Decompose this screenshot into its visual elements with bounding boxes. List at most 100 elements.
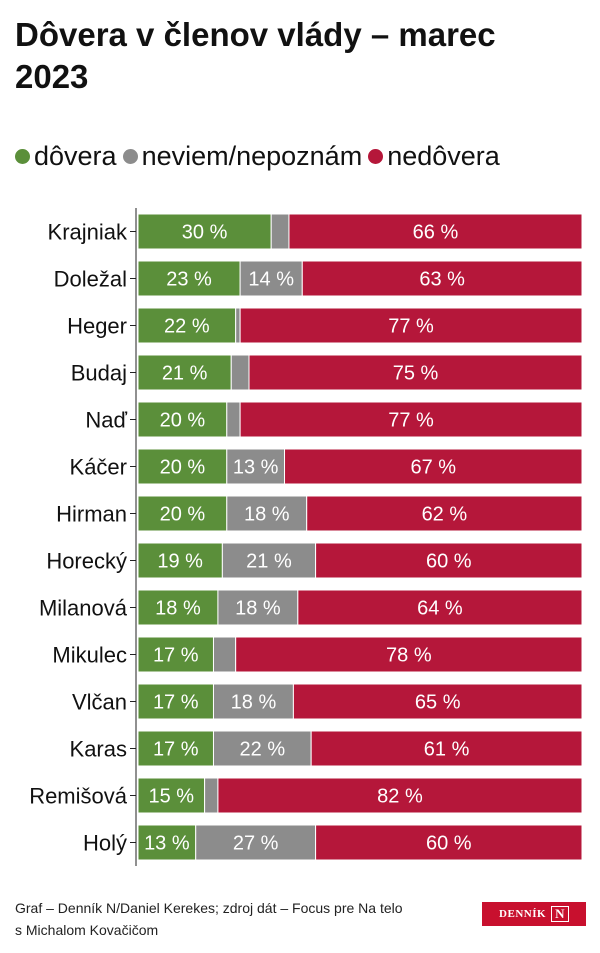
- data-label-heger-nedovera: 77 %: [388, 316, 434, 338]
- legend-item-dovera: dôvera: [15, 140, 117, 172]
- data-label-nad-nedovera: 77 %: [388, 410, 434, 432]
- bar-krajniak-neviem-nepoznam: [270, 213, 290, 250]
- data-label-mikulec-dovera: 17 %: [153, 645, 199, 667]
- dennik-n-logo: DENNÍK N: [482, 902, 586, 926]
- data-label-milanova-dovera: 18 %: [155, 598, 201, 620]
- y-tick-label-mikulec: Mikulec: [52, 643, 127, 668]
- y-tick-label-karas: Karas: [70, 737, 127, 762]
- bar-mikulec-dovera: [137, 636, 214, 673]
- data-label-remisova-dovera: 15 %: [149, 786, 195, 808]
- data-label-horecky-dovera: 19 %: [157, 551, 203, 573]
- bar-kacer-neviem-nepoznam: [226, 448, 286, 485]
- data-label-heger-dovera: 22 %: [164, 316, 210, 338]
- data-label-karas-neviem-nepoznam: 22 %: [240, 739, 286, 761]
- bar-holy-nedovera: [315, 824, 583, 861]
- data-label-horecky-neviem-nepoznam: 21 %: [246, 551, 292, 573]
- data-label-kacer-nedovera: 67 %: [410, 457, 456, 479]
- bar-dolezal-nedovera: [301, 260, 583, 297]
- bar-nad-neviem-nepoznam: [226, 401, 241, 438]
- legend-label-dovera: dôvera: [34, 141, 117, 171]
- bar-kacer-nedovera: [284, 448, 583, 485]
- data-label-horecky-nedovera: 60 %: [426, 551, 472, 573]
- data-label-krajniak-nedovera: 66 %: [413, 222, 459, 244]
- bar-horecky-nedovera: [315, 542, 583, 579]
- bar-budaj-neviem-nepoznam: [230, 354, 250, 391]
- data-label-budaj-nedovera: 75 %: [393, 363, 439, 385]
- data-label-holy-nedovera: 60 %: [426, 833, 472, 855]
- bar-vlcan-nedovera: [292, 683, 583, 720]
- footer-credit-line-2: s Michalom Kovačičom: [15, 922, 159, 938]
- legend-label-nedovera: nedôvera: [387, 141, 500, 171]
- chart-title: Dôvera v členov vlády – marec 2023: [15, 16, 496, 95]
- data-label-holy-neviem-nepoznam: 27 %: [233, 833, 279, 855]
- bar-mikulec-neviem-nepoznam: [212, 636, 237, 673]
- bar-budaj-nedovera: [248, 354, 583, 391]
- data-label-remisova-nedovera: 82 %: [377, 786, 423, 808]
- y-tick-label-horecky: Horecký: [46, 549, 127, 574]
- data-label-dolezal-nedovera: 63 %: [419, 269, 465, 291]
- bar-nad-dovera: [137, 401, 228, 438]
- y-tick-label-dolezal: Doležal: [54, 267, 127, 292]
- y-tick-label-heger: Heger: [67, 314, 127, 339]
- data-label-vlcan-neviem-nepoznam: 18 %: [231, 692, 277, 714]
- bar-horecky-dovera: [137, 542, 223, 579]
- y-tick-label-nad: Naď: [85, 408, 127, 433]
- legend: dôvera neviem/nepoznám nedôvera: [15, 140, 506, 172]
- bar-mikulec-nedovera: [235, 636, 583, 673]
- data-label-hirman-dovera: 20 %: [160, 504, 206, 526]
- footer-credit-line-1: Graf – Denník N/Daniel Kerekes; zdroj dá…: [15, 900, 403, 916]
- bar-krajniak-nedovera: [288, 213, 583, 250]
- bar-milanova-nedovera: [297, 589, 583, 626]
- data-label-milanova-neviem-nepoznam: 18 %: [235, 598, 281, 620]
- y-tick-label-kacer: Káčer: [70, 455, 127, 480]
- legend-swatch-dovera: [15, 148, 30, 164]
- data-label-vlcan-nedovera: 65 %: [415, 692, 461, 714]
- y-tick-label-holy: Holý: [83, 831, 127, 856]
- data-label-karas-dovera: 17 %: [153, 739, 199, 761]
- legend-item-neviem: neviem/nepoznám: [122, 140, 363, 172]
- bar-nad-nedovera: [239, 401, 583, 438]
- bar-dolezal-dovera: [137, 260, 241, 297]
- y-tick-label-vlcan: Vlčan: [72, 690, 127, 715]
- bar-hirman-nedovera: [306, 495, 583, 532]
- bar-remisova-neviem-nepoznam: [204, 777, 219, 814]
- y-tick-label-hirman: Hirman: [56, 502, 127, 527]
- data-label-hirman-nedovera: 62 %: [422, 504, 468, 526]
- bar-remisova-nedovera: [217, 777, 583, 814]
- legend-item-nedovera: nedôvera: [368, 140, 500, 172]
- data-label-budaj-dovera: 21 %: [162, 363, 208, 385]
- logo-text: DENNÍK: [499, 908, 547, 920]
- bar-heger-nedovera: [239, 307, 583, 344]
- stacked-bar-chart: Krajniak 30 % 66 % Doležal 23 % 14 % 63 % Heger…: [29, 208, 583, 866]
- data-label-nad-dovera: 20 %: [160, 410, 206, 432]
- legend-swatch-nedovera: [368, 148, 384, 164]
- bar-horecky-neviem-nepoznam: [221, 542, 317, 579]
- bar-holy-neviem-nepoznam: [195, 824, 317, 861]
- data-label-dolezal-neviem-nepoznam: 14 %: [248, 269, 294, 291]
- y-tick-label-milanova: Milanová: [39, 596, 128, 621]
- bar-milanova-dovera: [137, 589, 219, 626]
- y-tick-label-budaj: Budaj: [71, 361, 127, 386]
- data-label-krajniak-dovera: 30 %: [182, 222, 228, 244]
- bar-hirman-dovera: [137, 495, 228, 532]
- bar-heger-dovera: [137, 307, 237, 344]
- bar-heger-neviem-nepoznam: [235, 307, 241, 344]
- legend-label-neviem: neviem/nepoznám: [141, 141, 363, 171]
- bar-vlcan-neviem-nepoznam: [212, 683, 294, 720]
- data-label-vlcan-dovera: 17 %: [153, 692, 199, 714]
- data-label-dolezal-dovera: 23 %: [166, 269, 212, 291]
- bar-hirman-neviem-nepoznam: [226, 495, 308, 532]
- bar-dolezal-neviem-nepoznam: [239, 260, 303, 297]
- data-label-holy-dovera: 13 %: [144, 833, 190, 855]
- footer-credit: Graf – Denník N/Daniel Kerekes; zdroj dá…: [15, 897, 485, 941]
- data-label-kacer-neviem-nepoznam: 13 %: [233, 457, 279, 479]
- bar-vlcan-dovera: [137, 683, 214, 720]
- bar-karas-nedovera: [310, 730, 583, 767]
- legend-swatch-neviem: [122, 148, 138, 164]
- bar-remisova-dovera: [137, 777, 206, 814]
- data-label-kacer-dovera: 20 %: [160, 457, 206, 479]
- data-label-hirman-neviem-nepoznam: 18 %: [244, 504, 290, 526]
- data-label-milanova-nedovera: 64 %: [417, 598, 463, 620]
- y-tick-label-remisova: Remišová: [29, 784, 128, 809]
- y-tick-label-krajniak: Krajniak: [48, 220, 128, 245]
